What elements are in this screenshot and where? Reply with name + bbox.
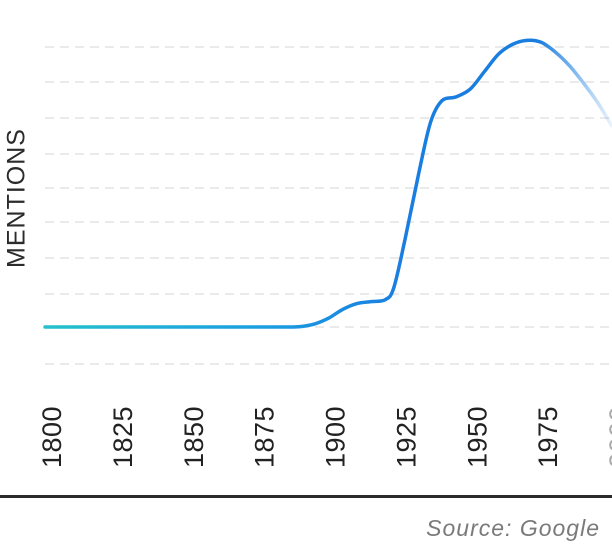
- series-line: [43, 38, 612, 329]
- y-axis-label-wrapper: MENTIONS: [2, 116, 32, 280]
- x-axis-ticks: 1800 1825 1850 1875 1900 1925 1950 1975 2000: [37, 406, 612, 468]
- x-tick-label: 1950: [462, 406, 492, 468]
- line-chart: 1800 1825 1850 1875 1900 1925 1950 1975 2000: [37, 38, 612, 468]
- x-tick-label: 1800: [37, 406, 67, 468]
- footer-divider: [0, 495, 612, 498]
- x-tick-label: 1925: [391, 406, 421, 468]
- source-credit: Source: Google: [426, 515, 600, 541]
- x-tick-label: 1875: [250, 406, 280, 468]
- x-tick-label: 1900: [321, 406, 351, 468]
- x-tick-label: 1825: [108, 406, 138, 468]
- x-tick-label: 1850: [179, 406, 209, 468]
- x-tick-label: 2000: [604, 406, 612, 468]
- x-tick-label: 1975: [533, 406, 563, 468]
- y-axis-label: MENTIONS: [2, 128, 31, 268]
